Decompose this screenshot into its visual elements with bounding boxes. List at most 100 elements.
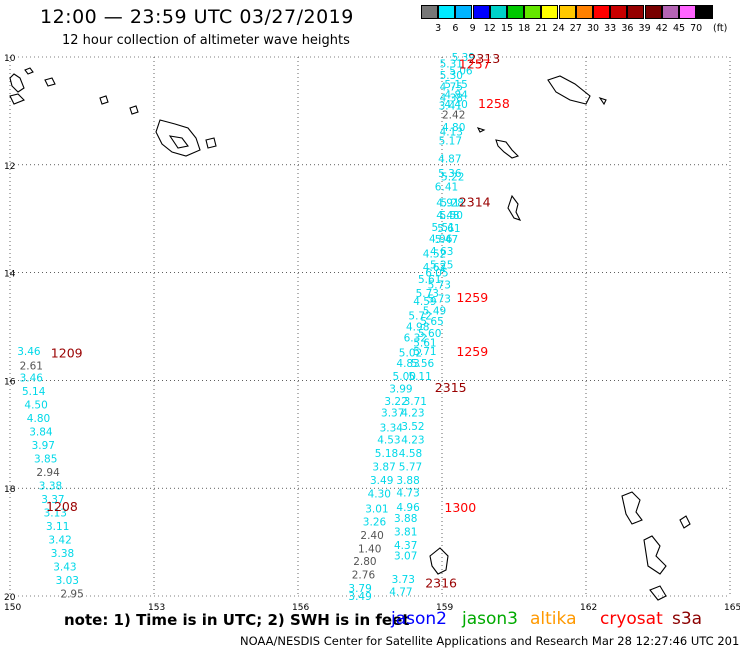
colorbar-swatch (489, 5, 507, 19)
swh-label: 5.11 (408, 371, 431, 383)
swh-label: 4.80 (442, 122, 465, 134)
swh-label: 1.40 (358, 544, 381, 556)
swh-label: 4.77 (389, 587, 412, 599)
swh-label: 3.88 (394, 513, 417, 525)
pass-time-label: 1259 (456, 344, 488, 359)
swh-label: 3.34 (380, 422, 404, 434)
swh-label: 5.71 (413, 346, 436, 358)
swh-label: 5.61 (413, 338, 436, 350)
swh-label: 4.58 (399, 448, 422, 460)
pass-time-label: 1258 (478, 96, 510, 111)
colorbar-tick-label: 45 (672, 23, 686, 34)
swh-label: 4.23 (401, 435, 424, 447)
swh-label: 5.77 (399, 462, 422, 474)
coastline-chuuk (155, 119, 201, 157)
colorbar-tick-label: 33 (604, 23, 617, 34)
swh-label: 4.96 (429, 234, 453, 246)
colorbar-tick-label: 24 (552, 23, 565, 34)
swh-label: 3.37 (41, 494, 64, 506)
colorbar-tick-label: 18 (518, 23, 531, 34)
colorbar-swatch (575, 5, 593, 19)
swh-label: 4.87 (438, 153, 461, 165)
swh-label: 3.07 (394, 551, 417, 563)
colorbar-tick-label: 21 (535, 23, 548, 34)
coastline-islet (99, 95, 109, 105)
swh-label: 5.31 (440, 58, 463, 70)
swh-label: 3.97 (32, 440, 55, 452)
colorbar-tick-label: 70 (690, 23, 703, 34)
swh-label: 4.23 (401, 408, 424, 420)
swh-label: 3.26 (363, 517, 387, 529)
pass-time-label: 1257 (459, 56, 491, 71)
satellite-s3a: s3a (672, 609, 703, 629)
colorbar-tick-label: 3 (435, 23, 442, 34)
colorbar-unit: (ft) (713, 23, 728, 34)
note-text: note: 1) Time is in UTC; 2) SWH is in fe… (64, 611, 410, 629)
colorbar-tick-label: 12 (483, 23, 496, 34)
pass-time-label: 2314 (459, 194, 491, 209)
swh-label: 5.56 (411, 358, 435, 370)
colorbar-swatch (679, 5, 696, 19)
swh-label: 3.11 (46, 521, 69, 533)
swh-label: 5.50 (440, 210, 463, 222)
coastline-islet (429, 547, 449, 575)
colorbar-swatch (438, 5, 456, 19)
colorbar-swatch (472, 5, 490, 19)
swh-label: 3.73 (392, 574, 415, 586)
swh-label: 5.22 (441, 172, 464, 184)
coastline-islet (129, 105, 139, 115)
satellite-jason3: jason3 (462, 609, 518, 629)
swh-label: 4.96 (396, 502, 420, 514)
colorbar-swatch (627, 5, 645, 19)
swh-label: 3.81 (394, 526, 417, 538)
swh-label: 4.50 (24, 400, 47, 412)
satellite-cryosat: cryosat (600, 609, 663, 629)
coastline-atoll (507, 194, 522, 221)
coastline-hawaii-a (621, 491, 643, 525)
swh-label: 5.49 (423, 305, 446, 317)
swh-label: 4.13 (440, 126, 463, 138)
coastline-hawaii-c (649, 585, 667, 601)
swh-label: 3.03 (56, 575, 79, 587)
colorbar-swatch (507, 5, 524, 19)
swh-label: 3.46 (17, 346, 41, 358)
swh-label: 3.43 (53, 561, 76, 573)
coastline-marshall (547, 75, 591, 105)
swh-label: 5.73 (416, 288, 439, 300)
coastline-hawaii-d (679, 515, 691, 529)
swh-label: 3.87 (372, 462, 395, 474)
coastline-chuuk-inner (168, 135, 189, 149)
swh-label: 4.37 (394, 540, 417, 552)
swh-label: 5.61 (418, 274, 441, 286)
colorbar-tick-label: 42 (655, 23, 668, 34)
colorbar-swatch (610, 5, 628, 19)
swh-label: 4.98 (406, 322, 429, 334)
swh-label: 5.65 (420, 316, 443, 328)
colorbar-swatch (421, 5, 438, 19)
swh-label: 4.63 (430, 246, 453, 258)
swh-label: 5.47 (435, 234, 458, 246)
coastline-islet (598, 96, 607, 106)
colorbar-tick-label: 6 (452, 23, 459, 34)
swh-label: 6.41 (435, 181, 458, 193)
lat-tick-label: 20 (4, 593, 16, 603)
lon-tick-label: 159 (436, 603, 453, 613)
swh-label: 2.42 (442, 110, 465, 122)
swh-label: 3.49 (370, 475, 393, 487)
pass-time-label: 1209 (51, 345, 83, 360)
swh-label: 4.75 (440, 82, 463, 94)
swh-label: 5.61 (437, 223, 460, 235)
lon-tick-label: 156 (292, 603, 309, 613)
coastline-islet (9, 93, 25, 105)
swh-label: 3.37 (381, 408, 404, 420)
pass-time-label: 2313 (468, 51, 500, 66)
lon-tick-label: 150 (4, 603, 21, 613)
swh-label: 2.80 (353, 556, 376, 568)
colorbar-tick-label: 15 (500, 23, 514, 34)
map-title: 12:00 — 23:59 UTC 03/27/2019 (40, 6, 354, 28)
swh-label: 5.30 (440, 70, 463, 82)
swh-label: 4.30 (368, 489, 391, 501)
colorbar-tick-label: 30 (586, 23, 600, 34)
swh-label: 4.91 (436, 198, 459, 210)
